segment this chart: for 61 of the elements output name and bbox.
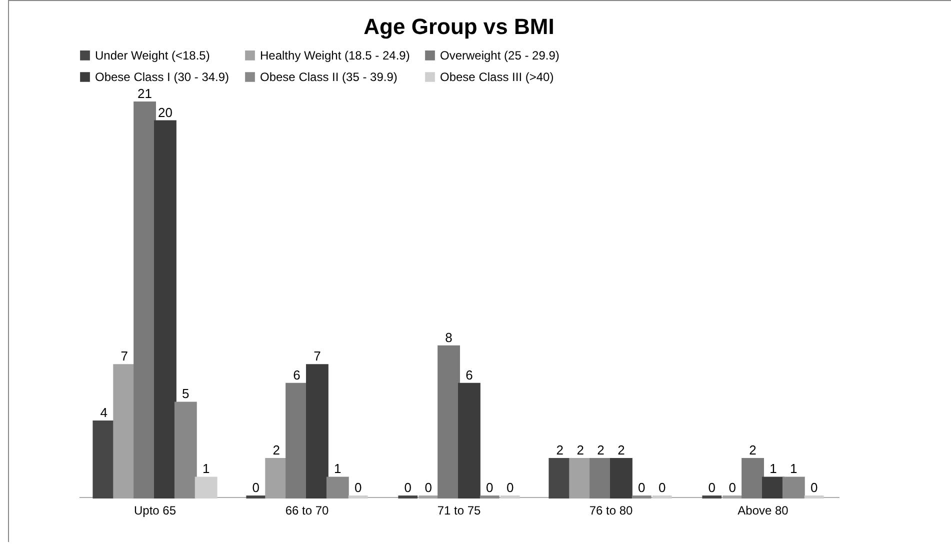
legend-label: Obese Class II (35 - 39.9)	[260, 70, 398, 84]
data-label: 2	[597, 442, 604, 458]
data-label: 0	[728, 480, 736, 495]
data-label: 2	[618, 442, 625, 458]
data-label: 4	[100, 404, 108, 420]
data-label: 0	[252, 480, 260, 495]
bar	[154, 120, 176, 498]
data-label: 7	[314, 348, 321, 364]
bar	[610, 458, 632, 498]
data-label: 6	[293, 367, 300, 382]
bar	[590, 458, 612, 498]
bar	[438, 345, 460, 498]
bar	[569, 458, 592, 498]
data-label: 1	[202, 461, 210, 476]
data-label: 2	[576, 442, 584, 458]
data-label: 1	[334, 461, 342, 476]
bar	[782, 476, 805, 498]
x-tick-label: 66 to 70	[285, 504, 330, 518]
data-label: 8	[445, 330, 452, 345]
bar	[134, 102, 156, 498]
data-label: 1	[790, 461, 798, 476]
bar	[548, 458, 572, 498]
chart-title: Age Group vs BMI	[364, 14, 554, 39]
bar	[742, 458, 764, 498]
data-label: 0	[506, 480, 514, 495]
data-label: 2	[556, 442, 564, 458]
bar	[286, 382, 308, 498]
data-label: 2	[272, 442, 280, 458]
data-label: 5	[182, 386, 190, 402]
data-label: 0	[486, 480, 494, 495]
bar	[92, 420, 116, 498]
bar	[306, 364, 328, 498]
data-label: 0	[810, 480, 818, 495]
data-label: 0	[424, 480, 432, 495]
bar	[174, 402, 197, 498]
legend-label: Under Weight (<18.5)	[95, 48, 210, 62]
data-label: 0	[658, 480, 666, 495]
data-label: 0	[404, 480, 412, 495]
x-tick-label: 76 to 80	[589, 504, 634, 518]
bar	[113, 364, 136, 498]
data-label: 2	[749, 442, 756, 458]
legend-label: Overweight (25 - 29.9)	[440, 48, 560, 62]
x-tick-label: Above 80	[738, 504, 789, 518]
bar	[762, 476, 784, 498]
data-label: 21	[138, 86, 152, 101]
bar	[458, 382, 480, 498]
legend-label: Healthy Weight (18.5 - 24.9)	[260, 48, 410, 62]
data-label: 0	[354, 480, 362, 495]
x-tick-label: Upto 65	[134, 504, 176, 518]
bar	[194, 476, 218, 498]
data-label: 0	[638, 480, 646, 495]
legend-label: Obese Class III (>40)	[440, 70, 554, 84]
data-label: 6	[466, 367, 473, 382]
legend-label: Obese Class I (30 - 34.9)	[95, 70, 230, 84]
data-label: 7	[120, 348, 128, 364]
data-label: 0	[708, 480, 716, 495]
x-tick-label: 71 to 75	[437, 504, 482, 518]
data-label: 20	[158, 104, 172, 120]
data-label: 1	[770, 461, 777, 476]
bar	[265, 458, 288, 498]
bar	[326, 476, 349, 498]
